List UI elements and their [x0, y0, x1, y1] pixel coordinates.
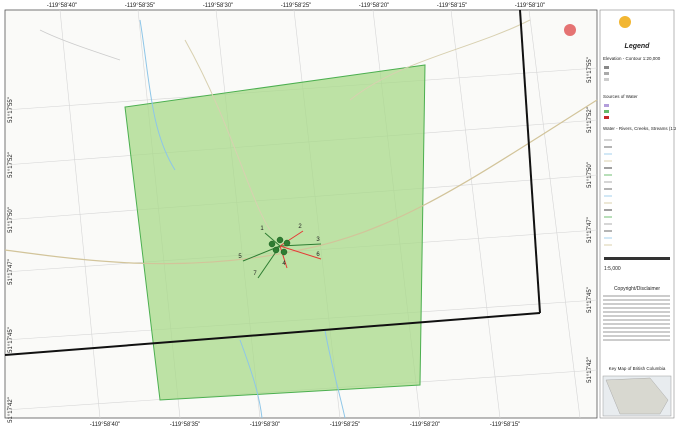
sample-line [279, 245, 322, 260]
point-label: 6 [316, 252, 320, 258]
key-map-land [605, 377, 669, 415]
point-label: 7 [253, 271, 257, 277]
key-map-heading: Key Map of British Columbia [609, 366, 666, 371]
legend-swatch [604, 72, 609, 75]
right-coordinate: 51°17'42" [587, 357, 593, 383]
top-coordinate: -119°58'25" [281, 3, 312, 9]
legend-section: Water - Rivers, Creeks, Streams (1:20,00… [603, 126, 676, 131]
bottom-coordinate: -119°58'25" [330, 422, 361, 428]
left-coordinate: 51°17'45" [8, 327, 14, 353]
legend-swatch [604, 110, 609, 113]
logo [619, 16, 631, 28]
left-coordinate: 51°17'50" [8, 207, 14, 233]
top-coordinate: -119°58'35" [125, 3, 156, 9]
point-label: 1 [260, 226, 264, 232]
streams [4, 19, 598, 419]
sample-marker [268, 240, 276, 248]
north-arrow [564, 24, 576, 36]
right-coordinate: 51°17'52" [587, 107, 593, 133]
copyright-heading: Copyright/Disclaimer [614, 286, 660, 292]
boundary [4, 9, 541, 356]
scale-bar [604, 257, 670, 260]
legend-swatch [604, 104, 609, 107]
top-coordinate: -119°58'40" [47, 3, 78, 9]
legend-panel [599, 9, 675, 419]
bottom-coordinate: -119°58'30" [250, 422, 281, 428]
legend-section: Sources of Water [603, 94, 638, 99]
sample-area [124, 64, 426, 401]
top-coordinate: -119°58'15" [437, 3, 468, 9]
bottom-coordinate: -119°58'15" [490, 422, 521, 428]
left-coordinate: 51°17'42" [8, 397, 14, 423]
point-label: 3 [316, 237, 320, 243]
right-coordinate: 51°17'55" [587, 57, 593, 83]
legend-swatch [604, 116, 609, 119]
point-label: 4 [282, 261, 286, 267]
sample-marker [276, 236, 284, 244]
bottom-coordinate: -119°58'20" [410, 422, 441, 428]
sample-line [279, 245, 288, 269]
sample-points: 1 2 3 4 5 6 7 [238, 224, 322, 279]
top-coordinate: -119°58'30" [203, 3, 234, 9]
point-label: 5 [238, 254, 242, 260]
sample-marker [280, 248, 288, 256]
sample-marker [272, 246, 280, 254]
right-coordinate: 51°17'47" [587, 217, 593, 243]
legend-section: Elevation - Contour 1:20,000 [603, 56, 661, 61]
legend-swatch [604, 78, 609, 81]
scale-text: 1:5,000 [604, 266, 621, 272]
left-coordinate: 51°17'47" [8, 259, 14, 285]
legend: Legend Elevation - Contour 1:20,000 Source… [602, 16, 676, 417]
bottom-coordinate: -119°58'40" [90, 422, 121, 428]
sample-line [264, 232, 281, 247]
legend-swatch [604, 66, 609, 69]
top-coordinate: -119°58'20" [359, 3, 390, 9]
left-coordinate: 51°17'52" [8, 152, 14, 178]
sample-marker [283, 239, 291, 247]
point-label: 2 [298, 224, 302, 230]
right-coordinate: 51°17'45" [587, 287, 593, 313]
legend-heading: Legend [625, 43, 651, 50]
right-coordinate: 51°17'50" [587, 162, 593, 188]
top-coordinate: -119°58'10" [515, 3, 546, 9]
left-coordinate: 51°17'55" [8, 97, 14, 123]
bottom-coordinate: -119°58'35" [170, 422, 201, 428]
